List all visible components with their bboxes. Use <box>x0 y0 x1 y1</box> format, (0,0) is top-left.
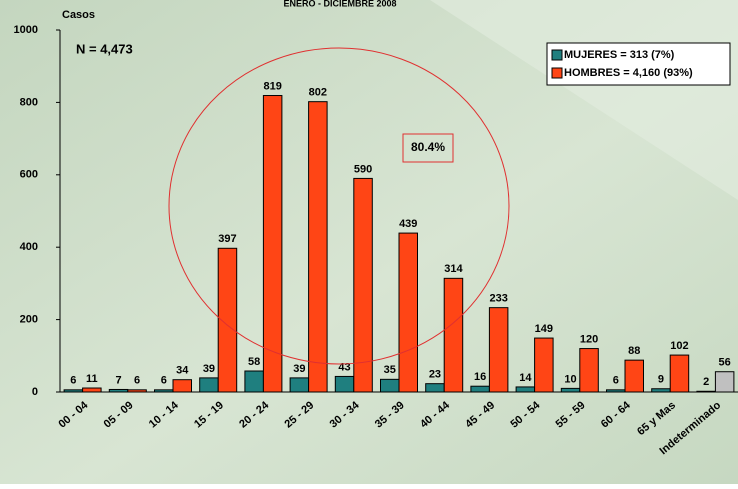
highlight-circle <box>168 47 510 365</box>
legend-label: MUJERES = 313 (7%) <box>564 49 675 61</box>
y-tick-label: 200 <box>20 314 38 326</box>
data-label: 7 <box>115 374 121 386</box>
data-label: 16 <box>474 371 486 383</box>
bar <box>696 390 716 393</box>
data-label: 819 <box>263 80 281 92</box>
annotation: N = 4,473 <box>76 41 133 56</box>
bar <box>624 359 644 393</box>
legend-swatch <box>551 49 563 61</box>
legend-swatch <box>551 67 563 79</box>
data-label: 39 <box>203 363 215 375</box>
bar <box>63 389 84 393</box>
annotation-box <box>402 133 454 163</box>
bar <box>154 389 174 393</box>
bar <box>127 389 147 393</box>
bar <box>714 371 735 393</box>
data-label: 590 <box>354 163 372 175</box>
y-tick-label: 0 <box>32 386 38 398</box>
bar <box>560 387 581 393</box>
data-label: 88 <box>628 345 640 357</box>
bar <box>262 95 283 393</box>
data-label: 35 <box>384 364 396 376</box>
data-label: 120 <box>580 333 598 345</box>
bar <box>470 385 490 393</box>
bar <box>398 232 418 393</box>
data-label: 397 <box>218 233 236 245</box>
data-label: 43 <box>338 361 350 373</box>
bar <box>244 370 264 393</box>
bar <box>353 177 373 393</box>
legend <box>546 42 731 86</box>
bar <box>82 387 102 393</box>
bar <box>488 307 509 393</box>
bar <box>289 377 310 393</box>
bar <box>651 388 671 393</box>
bar <box>515 386 536 393</box>
data-label: 39 <box>293 363 305 375</box>
bar <box>217 247 238 393</box>
data-label: 6 <box>161 375 167 387</box>
data-label: 6 <box>134 375 140 387</box>
y-tick-label: 600 <box>20 169 38 181</box>
data-label: 10 <box>564 373 576 385</box>
y-tick-label: 400 <box>20 241 38 253</box>
bar <box>534 337 554 393</box>
bar <box>172 379 192 393</box>
bar <box>579 348 599 393</box>
data-label: 23 <box>429 369 441 381</box>
bar <box>425 383 445 393</box>
data-label: 6 <box>613 375 619 387</box>
y-axis-label: Casos <box>62 9 95 21</box>
data-label: 58 <box>248 356 260 368</box>
y-tick-label: 1000 <box>14 24 38 36</box>
data-label: 802 <box>309 87 327 99</box>
bar <box>380 378 400 393</box>
bar <box>334 375 355 393</box>
bar <box>443 277 464 393</box>
chart-title: ENERO - DICIEMBRE 2008 <box>283 0 396 8</box>
data-label: 56 <box>719 357 731 369</box>
annotation: 80.4% <box>411 140 445 154</box>
data-label: 11 <box>86 373 98 385</box>
data-label: 34 <box>176 365 189 377</box>
bar <box>669 354 690 393</box>
data-label: 14 <box>519 372 532 384</box>
bar <box>199 377 219 393</box>
y-tick-label: 800 <box>20 96 38 108</box>
bar <box>308 101 328 393</box>
legend-label: HOMBRES = 4,160 (93%) <box>564 67 693 79</box>
data-label: 439 <box>399 218 417 230</box>
data-label: 2 <box>703 376 709 388</box>
data-label: 233 <box>489 293 507 305</box>
data-label: 6 <box>70 375 76 387</box>
data-label: 149 <box>535 323 553 335</box>
data-label: 9 <box>658 374 664 386</box>
data-label: 102 <box>670 340 688 352</box>
bar <box>108 388 129 393</box>
data-label: 314 <box>444 263 463 275</box>
bar <box>606 389 626 393</box>
